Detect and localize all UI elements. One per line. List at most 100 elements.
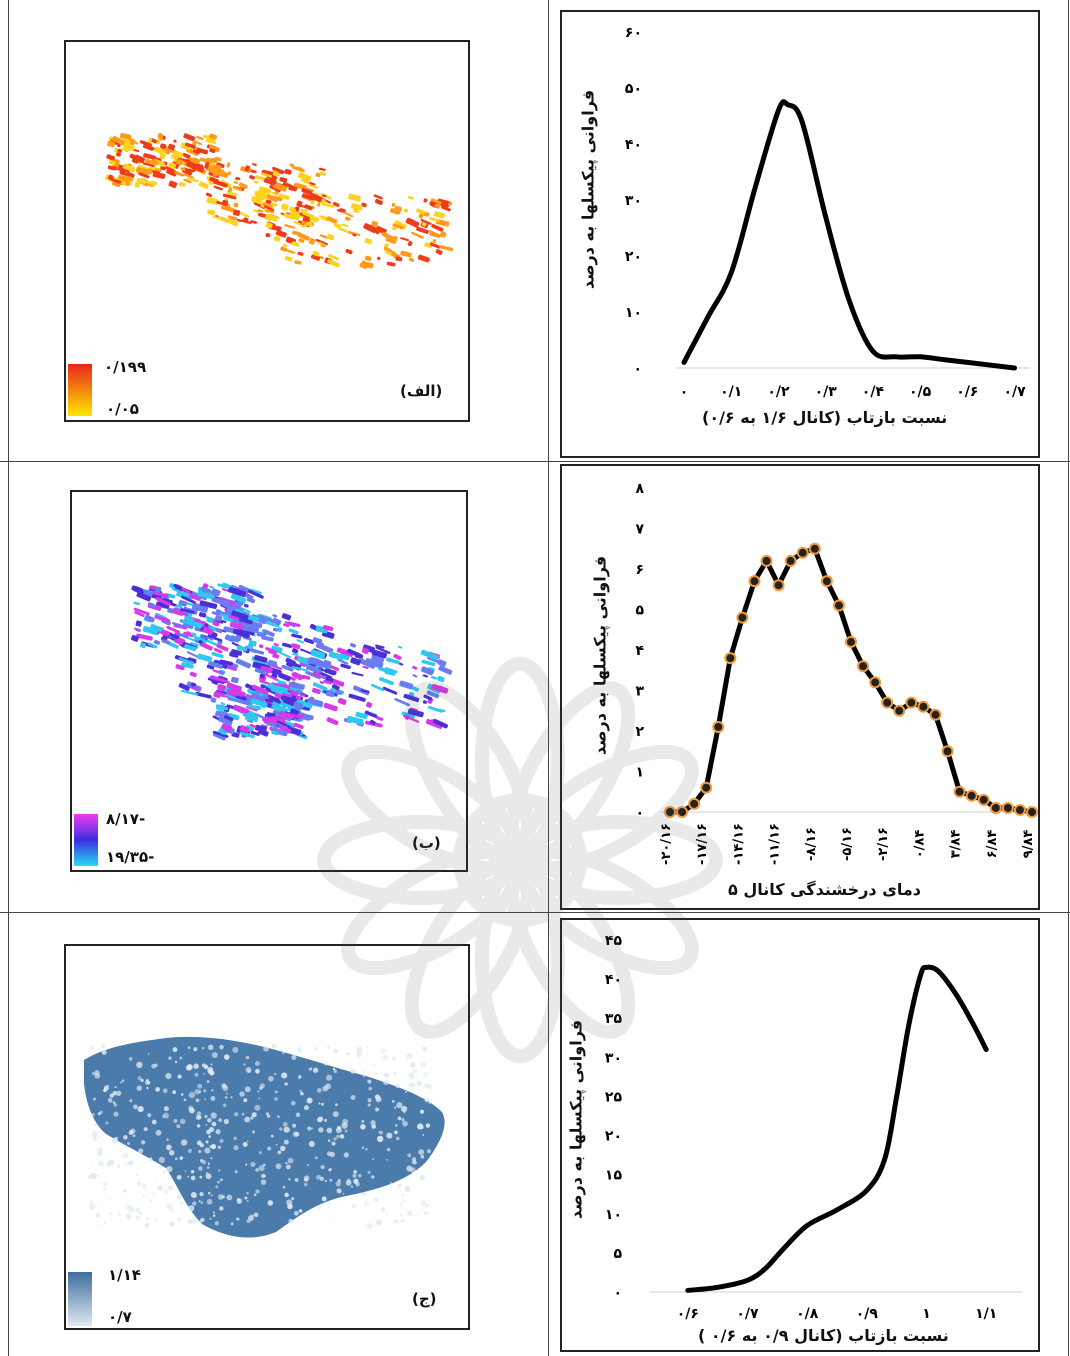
x-tick-label: ۰/۶ (956, 384, 978, 400)
data-point (808, 542, 821, 555)
right-border (1068, 0, 1069, 1356)
x-tick-label: ۹/۸۴ (1021, 830, 1036, 859)
x-tick-label: ۱ (922, 1306, 931, 1322)
legend-min-be: -۱۹/۳۵ (106, 848, 155, 866)
y-tick-label: ۵ (635, 603, 644, 619)
x-tick-label: ۰/۴ (862, 384, 885, 400)
legend-bar-be (74, 814, 98, 866)
map-alef-image (104, 132, 454, 269)
data-point (881, 696, 894, 709)
x-tick-label: ۰/۲ (767, 384, 790, 400)
chart-2-xlabel: دمای درخشندگی کانال ۵ (728, 880, 921, 899)
data-point (929, 708, 942, 721)
x-tick-label: ۰ (680, 384, 689, 400)
y-tick-label: ۱۰ (625, 305, 642, 321)
y-tick-label: ۵۰ (625, 81, 642, 97)
chart-2-ylabel: فراوانی پیکسلها به درصد (590, 555, 610, 756)
y-tick-label: ۴ (635, 643, 644, 659)
data-point (917, 700, 930, 713)
x-tick-label: -۲/۱۶ (876, 827, 891, 861)
x-tick-label: -۸/۱۶ (804, 827, 819, 861)
data-point (748, 575, 761, 588)
data-point (941, 745, 954, 758)
horizontal-divider-1 (0, 461, 1070, 462)
data-point (977, 793, 990, 806)
y-tick-label: ۱ (635, 765, 644, 781)
y-tick-label: ۲۰ (625, 249, 642, 265)
data-point (1013, 803, 1026, 816)
y-tick-label: ۷ (635, 522, 644, 538)
data-point (989, 801, 1002, 814)
data-point (760, 554, 773, 567)
x-tick-label: -۱۴/۱۶ (731, 823, 746, 865)
horizontal-divider-2 (0, 912, 1070, 913)
x-tick-label: ۰/۸۴ (912, 830, 927, 859)
y-tick-label: ۰ (635, 805, 644, 821)
y-tick-label: ۳۰ (625, 193, 642, 209)
x-tick-label: ۰/۸ (796, 1306, 819, 1322)
legend-max-alef: ۰/۱۹۹ (104, 358, 147, 376)
map-panel-jim: ۱/۱۴ ۰/۷ (ج) (64, 944, 470, 1330)
y-tick-label: ۳ (635, 684, 644, 700)
x-tick-label: -۱۷/۱۶ (695, 823, 710, 865)
left-border (8, 0, 9, 1356)
y-tick-label: ۱۵ (605, 1168, 623, 1184)
data-point (820, 575, 833, 588)
chart-2-plot: ۰ ۱ ۲ ۳ ۴ ۵ ۶ ۷ ۸ -۲۰/۱۶ -۱۷/۱۶ -۱۴/۱۶ -۱۱/۱۶ -۸/۱۶ -۵… (635, 481, 1038, 865)
legend-min-alef: ۰/۰۵ (106, 400, 139, 418)
data-point (700, 781, 713, 794)
y-tick-label: ۲۵ (605, 1089, 623, 1105)
map-jim-region (84, 1036, 445, 1238)
x-tick-label: -۱۱/۱۶ (768, 823, 783, 865)
series-line (685, 964, 989, 1293)
y-tick-label: ۱۰ (605, 1207, 622, 1223)
map-panel-alef: ۰/۱۹۹ ۰/۰۵ (الف) (64, 40, 470, 422)
panel-label-be: (ب) (412, 834, 441, 852)
y-tick-label: ۲ (635, 724, 644, 740)
legend-bar-alef (68, 364, 92, 416)
x-tick-label: -۵/۱۶ (840, 827, 855, 861)
x-tick-label: -۲۰/۱۶ (659, 823, 674, 865)
data-point (965, 789, 978, 802)
data-point (1026, 806, 1038, 818)
data-point (772, 579, 785, 592)
data-point (724, 652, 737, 665)
x-tick-label: ۰/۱ (720, 384, 742, 400)
data-point (1001, 801, 1014, 814)
chart-panel-2: ۰ ۱ ۲ ۳ ۴ ۵ ۶ ۷ ۸ -۲۰/۱۶ -۱۷/۱۶ -۱۴/۱۶ -۱۱/۱۶ -۸/۱۶ -۵… (560, 464, 1040, 910)
x-tick-label: ۰/۳ (815, 384, 838, 400)
data-point (869, 676, 882, 689)
map-be-image (130, 582, 453, 741)
chart-panel-3: ۰ ۵ ۱۰ ۱۵ ۲۰ ۲۵ ۳۰ ۳۵ ۴۰ ۴۵ ۰/۶ ۰/۷ ۰/۸ ۰/۹ ۱ ۱/۱ فراوا… (560, 918, 1040, 1352)
data-point (736, 611, 749, 624)
y-tick-label: ۰ (633, 361, 642, 377)
x-tick-label: ۰/۵ (909, 384, 932, 400)
x-tick-label: ۶/۸۴ (985, 830, 1000, 859)
legend-min-jim: ۰/۷ (108, 1308, 132, 1326)
data-point (845, 635, 857, 648)
y-tick-label: ۳۰ (605, 1050, 622, 1066)
vertical-divider (548, 0, 549, 1356)
series-line (667, 546, 1035, 815)
x-tick-label: ۳/۸۴ (949, 830, 964, 859)
x-tick-label: ۰/۷ (1003, 384, 1026, 400)
panel-label-alef: (الف) (400, 382, 443, 400)
data-point (953, 785, 966, 798)
x-tick-label: ۰/۷ (736, 1306, 759, 1322)
y-tick-label: ۵ (613, 1246, 622, 1262)
data-point (688, 797, 701, 810)
legend-bar-jim (68, 1272, 92, 1326)
y-tick-label: ۶ (635, 562, 644, 578)
data-point (676, 806, 689, 818)
y-tick-label: ۶۰ (625, 25, 642, 41)
data-point (664, 806, 676, 818)
x-tick-label: ۰/۶ (677, 1306, 699, 1322)
chart-3-plot: ۰ ۵ ۱۰ ۱۵ ۲۰ ۲۵ ۳۰ ۳۵ ۴۰ ۴۵ ۰/۶ ۰/۷ ۰/۸ ۰/۹ ۱ ۱/۱ (605, 933, 1022, 1322)
y-tick-label: ۴۵ (605, 933, 623, 949)
series-line (681, 99, 1018, 371)
chart-panel-1: ۰ ۱۰ ۲۰ ۳۰ ۴۰ ۵۰ ۶۰ ۰ ۰/۱ ۰/۲ ۰/۳ ۰/۴ ۰/۵ ۰/۶ ۰/۷ فراو… (560, 10, 1040, 458)
data-point (832, 599, 845, 612)
data-point (784, 554, 797, 567)
legend-max-be: -۸/۱۷ (106, 810, 146, 828)
chart-1-ylabel: فراوانی پیکسلها به درصد (578, 89, 598, 290)
